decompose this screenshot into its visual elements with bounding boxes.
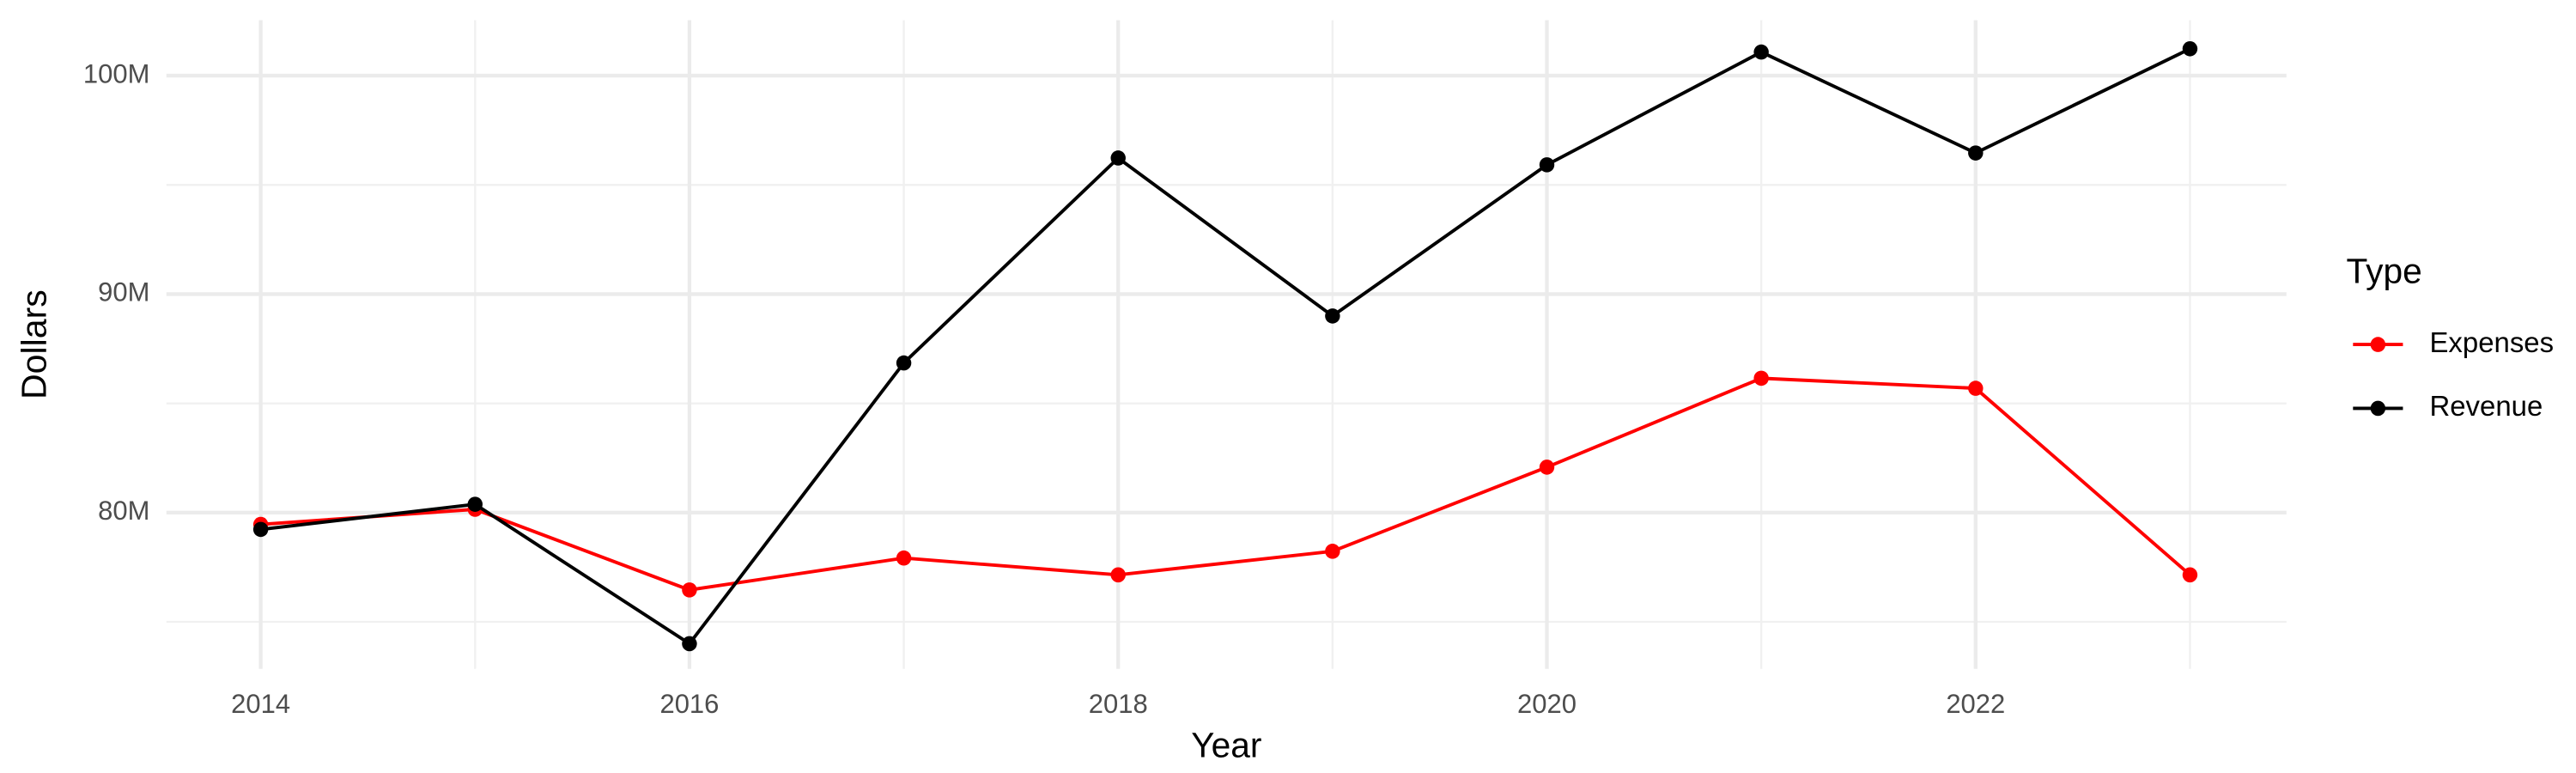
data-point	[1325, 308, 1340, 324]
grid	[166, 20, 2287, 669]
legend-key-point	[2370, 400, 2386, 417]
data-point	[1110, 150, 1126, 166]
series-line	[260, 47, 2191, 647]
data-point	[1325, 544, 1340, 559]
data-point	[1968, 145, 1984, 161]
data-point	[896, 355, 912, 371]
y-tick-label: 90M	[98, 277, 149, 307]
data-point	[896, 550, 912, 566]
data-point	[1753, 44, 1769, 60]
legend-key-point	[2370, 337, 2386, 352]
legend-label: Revenue	[2429, 391, 2543, 423]
data-point	[682, 582, 697, 598]
x-tick-label: 2022	[1946, 689, 2005, 719]
data-point	[467, 496, 483, 512]
legend-label: Expenses	[2429, 327, 2554, 359]
x-tick-label: 2016	[659, 689, 719, 719]
y-axis-title: Dollars	[15, 289, 54, 399]
y-tick-label: 100M	[83, 58, 150, 88]
data-point	[1110, 567, 1126, 583]
x-tick-label: 2020	[1517, 689, 1577, 719]
x-tick-label: 2018	[1089, 689, 1148, 719]
data-point	[1753, 370, 1769, 386]
data-point	[1539, 460, 1555, 475]
data-point	[682, 636, 697, 652]
x-tick-label: 2014	[231, 689, 290, 719]
legend-title: Type	[2347, 252, 2422, 291]
data-point	[1968, 380, 1984, 396]
data-point	[2182, 40, 2198, 57]
x-axis-title: Year	[1191, 725, 1261, 764]
data-point	[1539, 157, 1555, 173]
y-tick-label: 80M	[98, 496, 149, 526]
data-point	[2182, 567, 2198, 583]
series-line	[260, 376, 2191, 592]
data-point	[252, 521, 269, 538]
